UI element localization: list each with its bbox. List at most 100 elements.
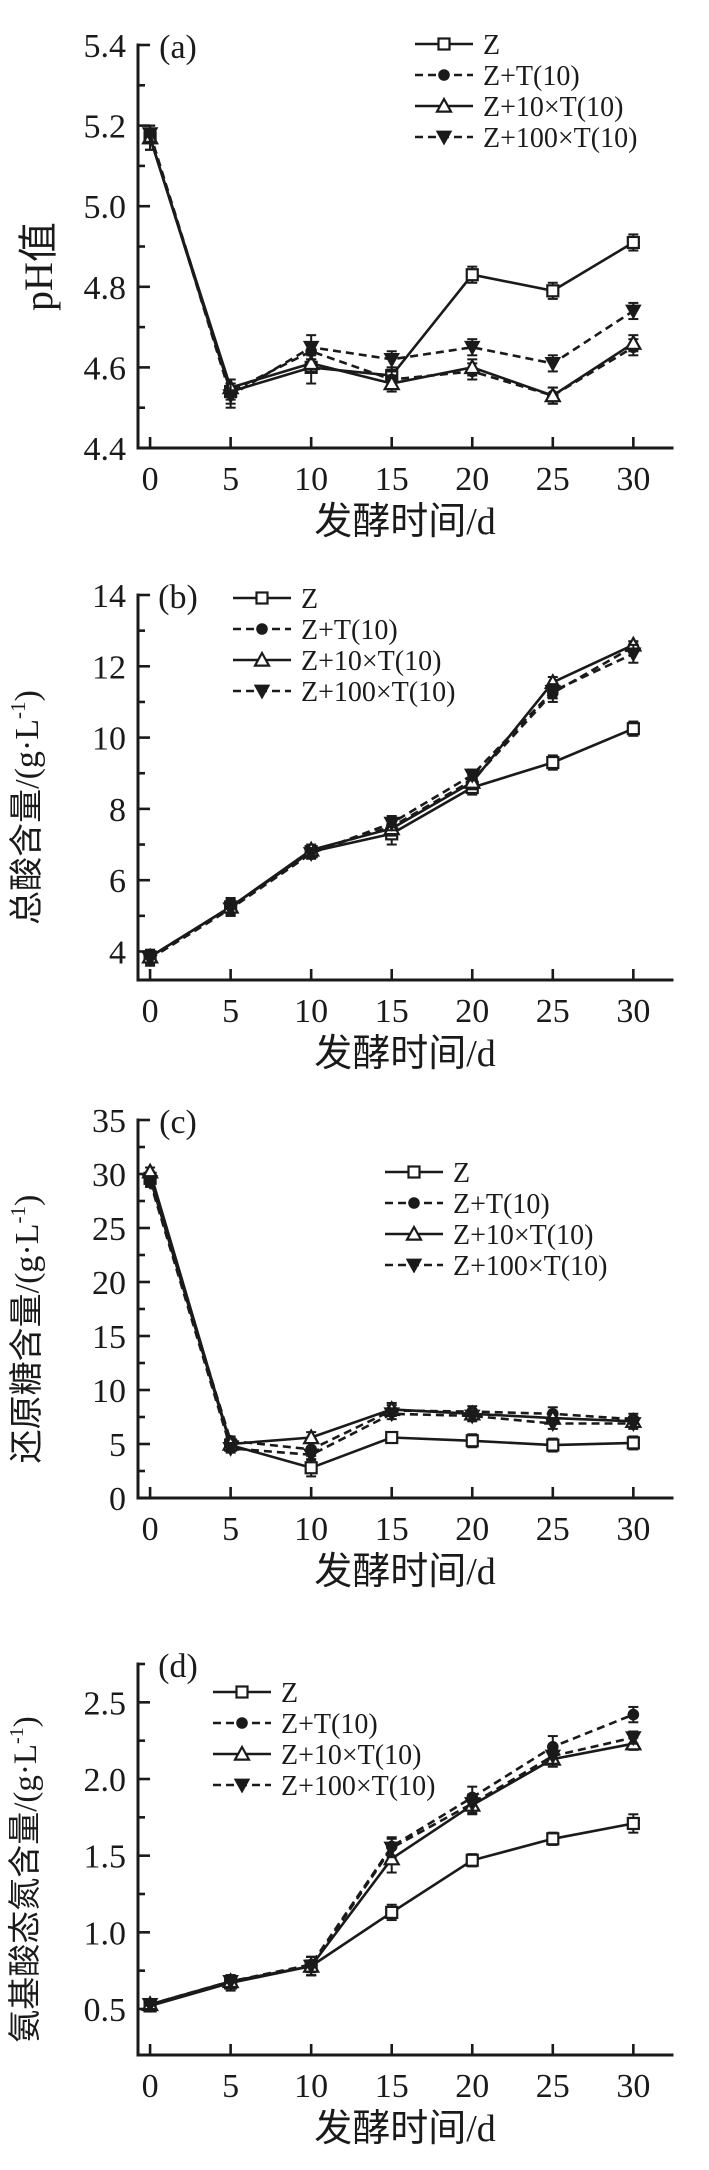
- x-tick-label: 15: [375, 1511, 409, 1548]
- data-point-marker: [626, 1436, 640, 1450]
- data-point-marker: [625, 1417, 642, 1433]
- series-3: [141, 1730, 642, 2013]
- legend-marker: [256, 623, 268, 635]
- data-point-marker: [222, 1975, 239, 1990]
- legend-item: Z: [415, 30, 500, 61]
- tick-labels: 4 6 8 10 12 14 0 5 10 15 20 25 30: [92, 578, 650, 1030]
- legend-item: Z+T(10): [213, 1709, 378, 1740]
- data-point-marker: [546, 1438, 560, 1452]
- data-point-marker: [385, 1430, 399, 1445]
- x-tick-label: 25: [536, 1511, 570, 1548]
- x-tick-label: 30: [616, 461, 650, 498]
- data-point-marker: [544, 1417, 562, 1433]
- data-point-marker: [624, 333, 643, 350]
- y-tick-label: 4.8: [84, 270, 127, 307]
- x-tick-label: 15: [375, 2068, 409, 2105]
- chart-panel-b: 4 6 8 10 12 14 0 5 10 15 20 25 30 发酵时间/d 总酸含量/(g·L-1) (…: [0, 540, 709, 1080]
- x-axis-label: 发酵时间/d: [314, 501, 496, 540]
- y-tick-label: 2.5: [84, 1685, 127, 1722]
- legend-label: Z+100×T(10): [483, 123, 637, 154]
- data-point-marker: [463, 1797, 481, 1813]
- tick-labels: 0.5 1.0 1.5 2.0 2.5 0 5 10 15 20 25 30: [84, 1685, 651, 2105]
- series-markers: [141, 127, 642, 405]
- y-tick-label: 1.5: [84, 1839, 127, 1876]
- axes: [136, 1662, 674, 2057]
- y-axis-label: 还原糖含量/(g·L-1): [6, 1195, 46, 1464]
- data-point-marker: [302, 1448, 320, 1464]
- y-tick-label: 10: [92, 721, 126, 758]
- y-tick-label: 35: [92, 1103, 126, 1140]
- x-tick-label: 0: [142, 2068, 159, 2105]
- legend-label: Z: [453, 1158, 470, 1189]
- series-markers: [141, 647, 642, 968]
- x-tick-label: 15: [375, 993, 409, 1030]
- axes: [136, 1118, 674, 1500]
- y-tick-label: 10: [92, 1373, 126, 1410]
- legend-item: Z: [233, 584, 318, 615]
- chart-panel-c: 0 5 10 15 20 25 30 35 0 5 10 15 20 25 30 发酵时间/d 还原糖含量/(g…: [0, 1080, 709, 1622]
- data-point-marker: [383, 1407, 400, 1423]
- legend-marker: [233, 1778, 251, 1794]
- legend-marker: [407, 1165, 421, 1179]
- x-tick-label: 30: [616, 1511, 650, 1548]
- data-point-marker: [222, 1441, 239, 1457]
- panel-label: (b): [158, 579, 198, 616]
- legend-marker: [408, 1197, 420, 1209]
- legend-item: Z+10×T(10): [415, 92, 623, 123]
- y-tick-label: 5.0: [84, 189, 127, 226]
- data-point-marker: [463, 768, 481, 784]
- legend: ZZ+T(10)Z+10×T(10)Z+100×T(10): [233, 584, 455, 708]
- series-3: [141, 1175, 642, 1464]
- data-point-marker: [302, 340, 320, 356]
- data-point-marker: [627, 1708, 640, 1721]
- tick-labels: 4.4 4.6 4.8 5.0 5.2 5.4 0 5 10 15 20 25 30: [84, 28, 651, 498]
- data-point-marker: [544, 357, 562, 372]
- data-point-marker: [302, 847, 320, 862]
- chart-panel-d: 0.5 1.0 1.5 2.0 2.5 0 5 10 15 20 25 30 发酵时间/d 氨基酸态氮含量…: [0, 1622, 709, 2170]
- panel-label: (c): [159, 1104, 197, 1141]
- data-point-marker: [463, 358, 482, 375]
- data-point-marker: [465, 1853, 479, 1867]
- legend-label: Z+100×T(10): [453, 1251, 607, 1282]
- y-tick-label: 14: [92, 578, 126, 615]
- tick-marks: [138, 1662, 635, 2055]
- data-point-marker: [544, 1749, 562, 1765]
- series-markers: [141, 1731, 642, 2013]
- data-point-marker: [625, 304, 642, 320]
- data-point-marker: [304, 1461, 318, 1475]
- data-point-marker: [141, 952, 159, 968]
- series-markers: [141, 1175, 642, 1464]
- legend-marker: [253, 684, 271, 700]
- data-point-marker: [383, 1841, 400, 1857]
- y-tick-label: 30: [92, 1157, 126, 1194]
- data-point-marker: [626, 722, 640, 736]
- x-tick-label: 30: [616, 993, 650, 1030]
- legend-item: Z+100×T(10): [415, 123, 637, 154]
- chart-svg-a: 4.4 4.6 4.8 5.0 5.2 5.4 0 5 10 15 20 25 30 发酵时间/d pH值 (…: [16, 28, 674, 540]
- legend-item: Z: [213, 1678, 298, 1709]
- y-axis-label: pH值: [16, 222, 61, 311]
- series-0: [143, 720, 640, 965]
- chart-svg-b: 4 6 8 10 12 14 0 5 10 15 20 25 30 发酵时间/d 总酸含量/(g·L-1) (…: [6, 578, 674, 1075]
- data-point-marker: [383, 352, 400, 368]
- x-axis-label: 发酵时间/d: [314, 1551, 496, 1593]
- legend-marker: [253, 650, 271, 667]
- x-tick-label: 20: [455, 2068, 489, 2105]
- tick-marks: [138, 593, 635, 980]
- legend-marker: [437, 37, 451, 51]
- legend-item: Z+10×T(10): [233, 646, 441, 677]
- legend-label: Z+10×T(10): [453, 1220, 593, 1251]
- data-point-marker: [626, 235, 640, 250]
- legend-marker: [255, 591, 269, 605]
- y-tick-label: 2.0: [84, 1762, 127, 1799]
- panel-label: (a): [159, 29, 197, 66]
- x-tick-label: 10: [294, 461, 328, 498]
- y-tick-label: 0.5: [84, 1992, 127, 2029]
- x-tick-label: 5: [222, 2068, 239, 2105]
- y-axis-label: 总酸含量/(g·L-1): [6, 690, 46, 925]
- x-tick-label: 25: [536, 993, 570, 1030]
- y-tick-label: 0: [109, 1481, 126, 1518]
- legend-item: Z+100×T(10): [213, 1771, 435, 1802]
- y-tick-label: 4.4: [84, 431, 127, 468]
- x-tick-label: 0: [142, 1511, 159, 1548]
